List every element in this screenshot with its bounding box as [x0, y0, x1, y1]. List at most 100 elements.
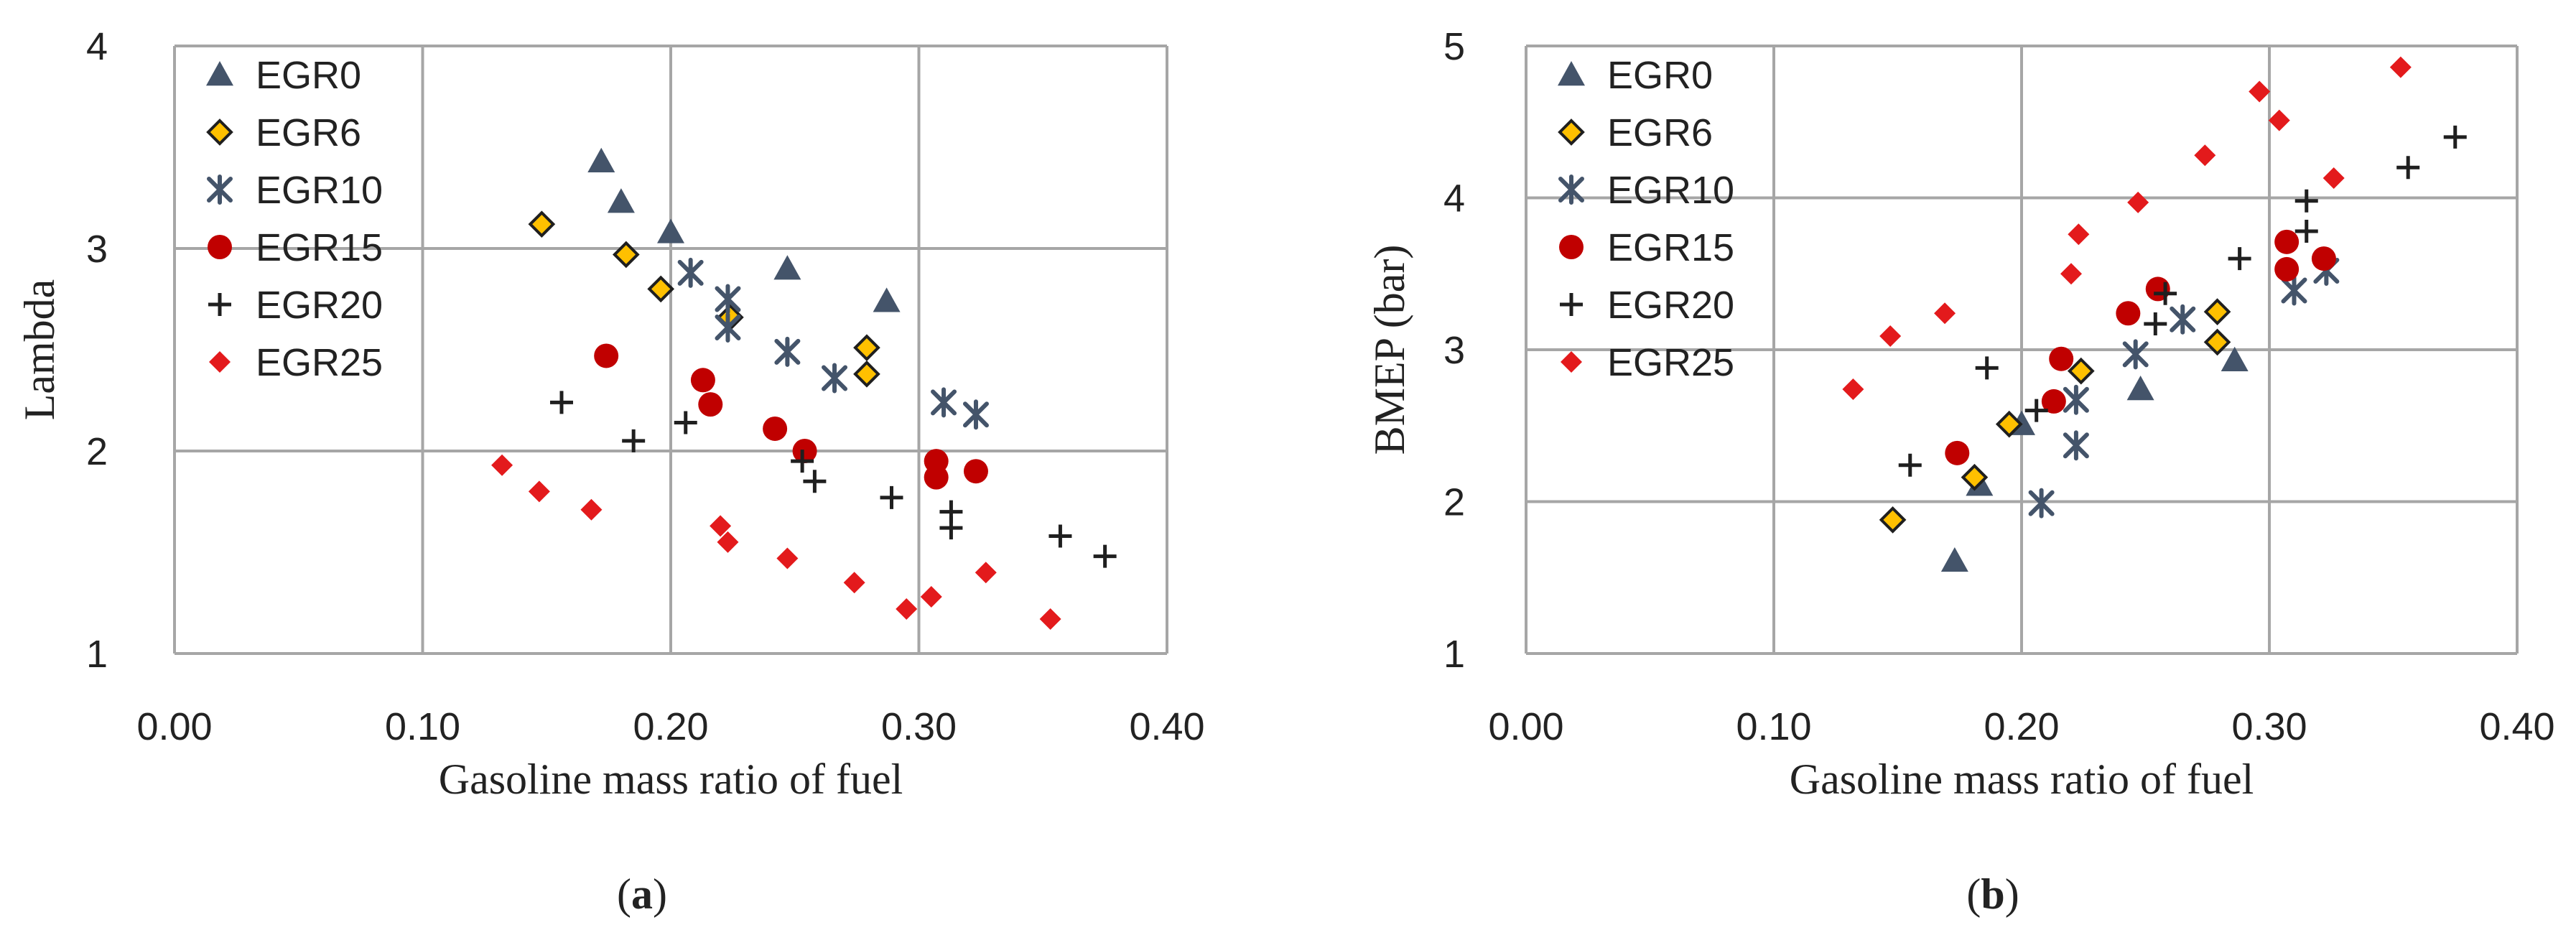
data-point	[776, 547, 799, 569]
legend-marker-egr0	[1558, 61, 1585, 86]
legend-label-egr0: EGR0	[256, 54, 361, 97]
series-egr20	[549, 391, 1117, 568]
legend: EGR0 EGR6 EGR10 EGR15 EGR20 EGR25	[1558, 54, 1734, 384]
data-point	[822, 363, 848, 394]
x-tick-label: 0.40	[1129, 705, 1204, 748]
x-tick-label: 0.40	[2479, 705, 2554, 748]
series-egr0	[587, 147, 901, 312]
legend-label-egr15: EGR15	[1607, 226, 1734, 269]
legend-marker-egr6	[1558, 118, 1585, 146]
data-point	[2274, 256, 2300, 282]
data-point	[931, 387, 957, 418]
data-point	[2028, 488, 2055, 519]
data-point	[2396, 156, 2420, 180]
data-point	[2322, 167, 2345, 190]
data-point	[594, 343, 619, 368]
data-point	[2249, 80, 2271, 103]
data-point	[647, 275, 675, 303]
x-tick-label: 0.10	[385, 705, 460, 748]
x-tick-label: 0.10	[1736, 705, 1811, 748]
data-point	[2127, 191, 2149, 213]
gridlines	[1525, 45, 2519, 655]
data-point	[1093, 544, 1117, 568]
data-point	[549, 391, 573, 414]
data-point	[2067, 357, 2095, 385]
data-point	[1879, 506, 1907, 534]
data-point	[717, 531, 739, 553]
x-axis-title: Gasoline mass ratio of fuel	[1790, 755, 2254, 803]
data-point	[853, 361, 880, 388]
data-point	[873, 287, 901, 312]
data-point	[690, 368, 715, 393]
data-point	[2443, 125, 2467, 149]
x-tick-label: 0.20	[1984, 705, 2059, 748]
data-point	[1039, 608, 1061, 631]
y-tick-label: 4	[1443, 177, 1465, 220]
y-tick-label: 5	[1443, 25, 1465, 68]
y-axis-title: BMEP (bar)	[1366, 245, 1413, 455]
data-point	[774, 336, 801, 367]
legend-label-egr10: EGR10	[1607, 169, 1734, 212]
legend-marker-egr25	[209, 351, 231, 373]
data-point	[2116, 301, 2141, 326]
legend-marker-egr25	[1561, 351, 1582, 373]
chart-panel-a: 0.00 0.10 0.20 0.30 0.40 1 2 3 4 Gasoline mass ra…	[16, 25, 1205, 918]
data-point	[607, 188, 635, 213]
data-point	[792, 439, 817, 463]
y-tick-label: 2	[1443, 481, 1465, 524]
series-egr6	[1879, 298, 2231, 534]
data-point	[2281, 275, 2307, 306]
data-point	[2228, 247, 2251, 271]
data-point	[773, 255, 801, 280]
data-point	[963, 459, 988, 484]
panel-label: (b)	[1966, 870, 2019, 918]
y-tick-label: 1	[86, 633, 108, 676]
x-tick-label: 0.30	[2231, 705, 2307, 748]
chart-panel-b: 0.00 0.10 0.20 0.30 0.40 1 2 3 4 5 Gasoline mass r…	[1366, 25, 2555, 918]
legend-marker-egr10	[207, 175, 233, 205]
data-point	[1961, 463, 1989, 491]
data-point	[1945, 440, 1970, 465]
x-tick-label: 0.00	[136, 705, 212, 748]
data-point	[715, 312, 741, 343]
legend-marker-egr20	[1560, 293, 1583, 316]
data-point	[939, 516, 963, 540]
y-tick-label: 3	[86, 228, 108, 271]
legend-marker-egr6	[206, 118, 233, 146]
y-tick-label: 2	[86, 430, 108, 473]
data-point	[580, 498, 603, 521]
legend-label-egr25: EGR25	[256, 341, 383, 384]
data-point	[920, 586, 942, 608]
data-point	[2203, 328, 2231, 356]
y-tick-label: 1	[1443, 633, 1465, 676]
data-point	[2024, 399, 2048, 422]
series-egr15	[594, 343, 988, 490]
data-point	[2068, 223, 2090, 246]
data-point	[1934, 302, 1956, 325]
data-point	[2063, 384, 2089, 415]
x-tick-label: 0.30	[881, 705, 957, 748]
data-point	[2294, 189, 2318, 213]
data-point	[698, 392, 723, 417]
series-egr25	[1842, 56, 2412, 400]
data-point	[880, 485, 903, 509]
data-point	[2126, 375, 2154, 401]
data-point	[2041, 389, 2066, 414]
data-point	[962, 399, 989, 430]
legend: EGR0 EGR6 EGR10 EGR15 EGR20 EGR25	[206, 54, 383, 384]
data-point	[2194, 144, 2216, 167]
panel-label: (a)	[617, 870, 667, 918]
x-axis-title: Gasoline mass ratio of fuel	[439, 755, 903, 803]
data-point	[803, 470, 827, 493]
legend-marker-egr15	[1559, 235, 1584, 259]
series-egr25	[491, 454, 1061, 631]
data-point	[896, 597, 918, 620]
data-point	[2294, 220, 2318, 243]
data-point	[843, 572, 865, 594]
legend-label-egr6: EGR6	[1607, 111, 1713, 154]
data-point	[1842, 378, 1864, 400]
data-point	[2063, 430, 2089, 461]
y-axis-title: Lambda	[16, 279, 63, 421]
data-point	[622, 429, 646, 452]
